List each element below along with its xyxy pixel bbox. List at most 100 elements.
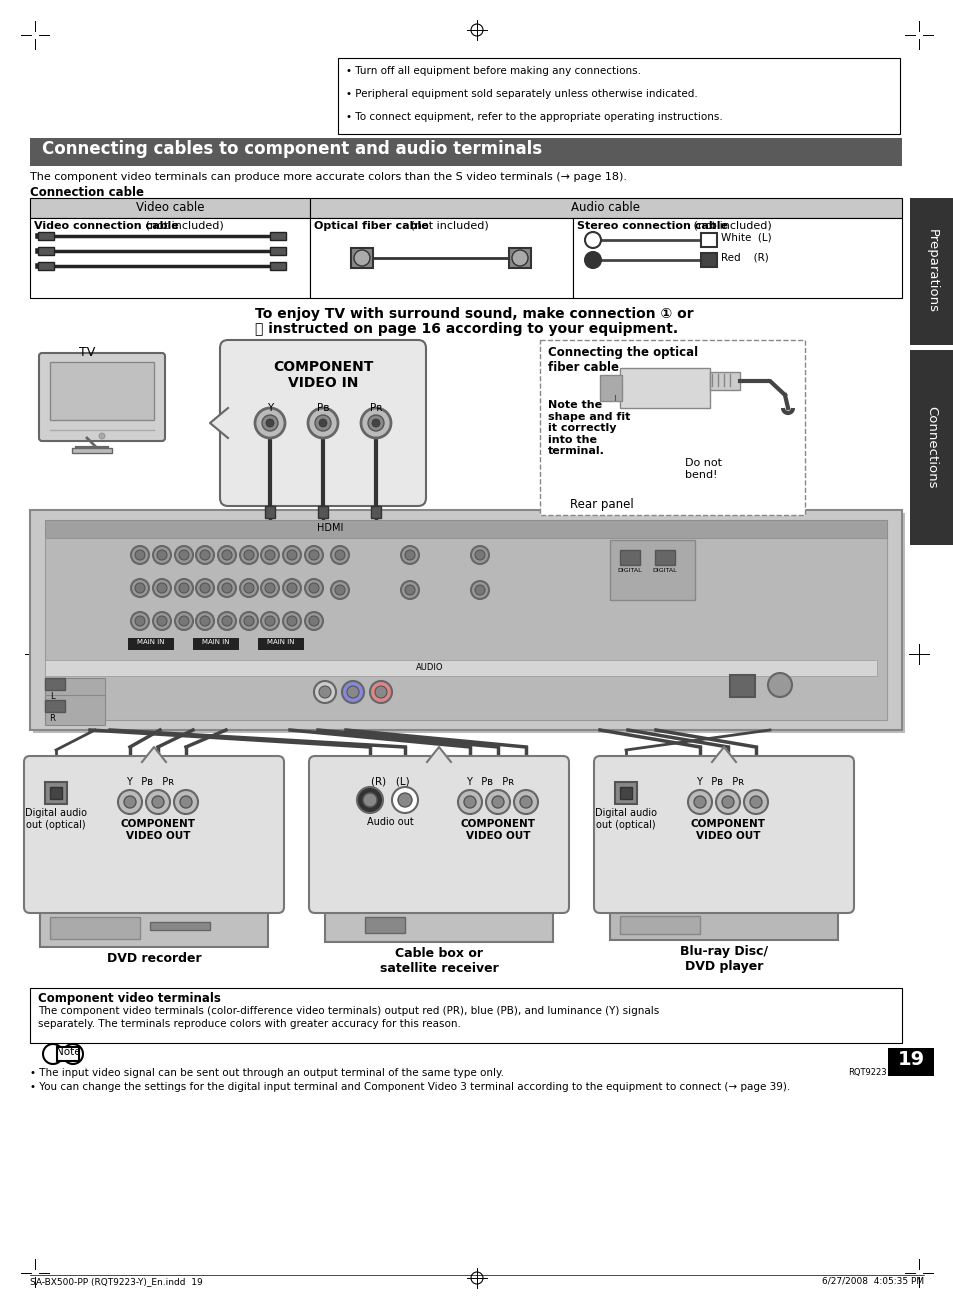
Bar <box>30 198 310 218</box>
Polygon shape <box>711 747 735 763</box>
Circle shape <box>687 790 711 814</box>
Text: DIGITAL: DIGITAL <box>617 568 641 573</box>
Text: The component video terminals (color-difference video terminals) output red (PR): The component video terminals (color-dif… <box>38 1006 659 1016</box>
Circle shape <box>180 797 192 808</box>
Text: White  (L): White (L) <box>720 233 771 243</box>
Bar <box>619 916 700 934</box>
Circle shape <box>266 419 274 426</box>
Text: Connecting cables to component and audio terminals: Connecting cables to component and audio… <box>42 140 541 158</box>
Text: • Peripheral equipment sold separately unless otherwise indicated.: • Peripheral equipment sold separately u… <box>346 89 697 99</box>
Text: RQT9223: RQT9223 <box>847 1069 885 1076</box>
Circle shape <box>512 250 527 266</box>
Text: Do not
bend!: Do not bend! <box>684 458 721 480</box>
Circle shape <box>335 549 345 560</box>
Circle shape <box>457 790 481 814</box>
Text: R: R <box>49 714 55 723</box>
Bar <box>539 340 804 515</box>
Circle shape <box>309 549 318 560</box>
Circle shape <box>200 583 210 593</box>
Text: Note: Note <box>55 1046 80 1057</box>
Circle shape <box>218 612 235 630</box>
Bar <box>57 1046 79 1061</box>
Text: MAIN IN: MAIN IN <box>137 640 165 645</box>
FancyBboxPatch shape <box>24 756 284 913</box>
FancyBboxPatch shape <box>594 756 853 913</box>
Circle shape <box>375 685 387 698</box>
Circle shape <box>519 797 532 808</box>
Text: Pʀ: Pʀ <box>370 403 382 413</box>
Circle shape <box>475 585 484 595</box>
Text: Blu-ray Disc/
DVD player: Blu-ray Disc/ DVD player <box>679 944 767 973</box>
Circle shape <box>305 612 323 630</box>
Circle shape <box>287 549 296 560</box>
Circle shape <box>356 787 382 814</box>
Bar <box>45 695 105 725</box>
Bar <box>599 375 621 402</box>
Bar <box>45 700 65 712</box>
Bar <box>729 675 754 697</box>
Circle shape <box>261 545 278 564</box>
Bar <box>619 368 709 408</box>
Text: Digital audio
out (optical): Digital audio out (optical) <box>25 808 87 829</box>
Circle shape <box>471 545 489 564</box>
Polygon shape <box>142 747 166 763</box>
Circle shape <box>200 616 210 627</box>
Circle shape <box>514 790 537 814</box>
Bar <box>193 638 239 650</box>
Bar <box>45 678 105 708</box>
Circle shape <box>341 681 364 702</box>
Circle shape <box>179 616 189 627</box>
Circle shape <box>283 579 301 596</box>
Polygon shape <box>210 408 228 438</box>
Circle shape <box>157 583 167 593</box>
Circle shape <box>131 612 149 630</box>
Bar <box>45 521 886 719</box>
Circle shape <box>131 545 149 564</box>
Bar <box>909 351 953 545</box>
Text: HDMI: HDMI <box>316 523 343 532</box>
Bar <box>270 247 286 255</box>
Circle shape <box>179 549 189 560</box>
Circle shape <box>261 579 278 596</box>
Circle shape <box>174 545 193 564</box>
Text: SA-BX500-PP (RQT9223-Y)_En.indd  19: SA-BX500-PP (RQT9223-Y)_En.indd 19 <box>30 1277 203 1286</box>
Bar <box>50 787 62 799</box>
Bar <box>150 922 210 930</box>
Bar <box>38 247 54 255</box>
Text: MAIN IN: MAIN IN <box>202 640 230 645</box>
Circle shape <box>314 415 331 432</box>
Circle shape <box>354 250 370 266</box>
Text: Audio out: Audio out <box>366 818 413 827</box>
Text: Rear panel: Rear panel <box>569 498 633 511</box>
Bar <box>71 449 112 453</box>
Circle shape <box>767 674 791 697</box>
Bar <box>909 198 953 345</box>
Circle shape <box>287 583 296 593</box>
Circle shape <box>397 793 412 807</box>
Circle shape <box>314 681 335 702</box>
Text: To enjoy TV with surround sound, make connection ① or: To enjoy TV with surround sound, make co… <box>254 307 693 320</box>
Text: Y   Pʙ   Pʀ: Y Pʙ Pʀ <box>126 777 173 787</box>
FancyBboxPatch shape <box>39 353 165 441</box>
Circle shape <box>244 549 253 560</box>
Bar <box>615 782 637 804</box>
Circle shape <box>308 408 337 438</box>
Text: Cable box or
satellite receiver: Cable box or satellite receiver <box>379 947 497 974</box>
Circle shape <box>693 797 705 808</box>
Bar <box>310 198 901 218</box>
Circle shape <box>405 549 415 560</box>
Bar <box>337 58 899 133</box>
Text: The component video terminals can produce more accurate colors than the S video : The component video terminals can produc… <box>30 171 626 182</box>
Bar <box>270 232 286 239</box>
Bar <box>45 678 65 691</box>
Circle shape <box>716 790 740 814</box>
Bar <box>609 912 837 940</box>
Circle shape <box>318 685 331 698</box>
Circle shape <box>331 581 349 599</box>
Circle shape <box>283 545 301 564</box>
Circle shape <box>173 790 198 814</box>
Circle shape <box>492 797 503 808</box>
Text: Y   Pʙ   Pʀ: Y Pʙ Pʀ <box>695 777 743 787</box>
Text: Audio cable: Audio cable <box>571 201 639 215</box>
Circle shape <box>318 419 327 426</box>
